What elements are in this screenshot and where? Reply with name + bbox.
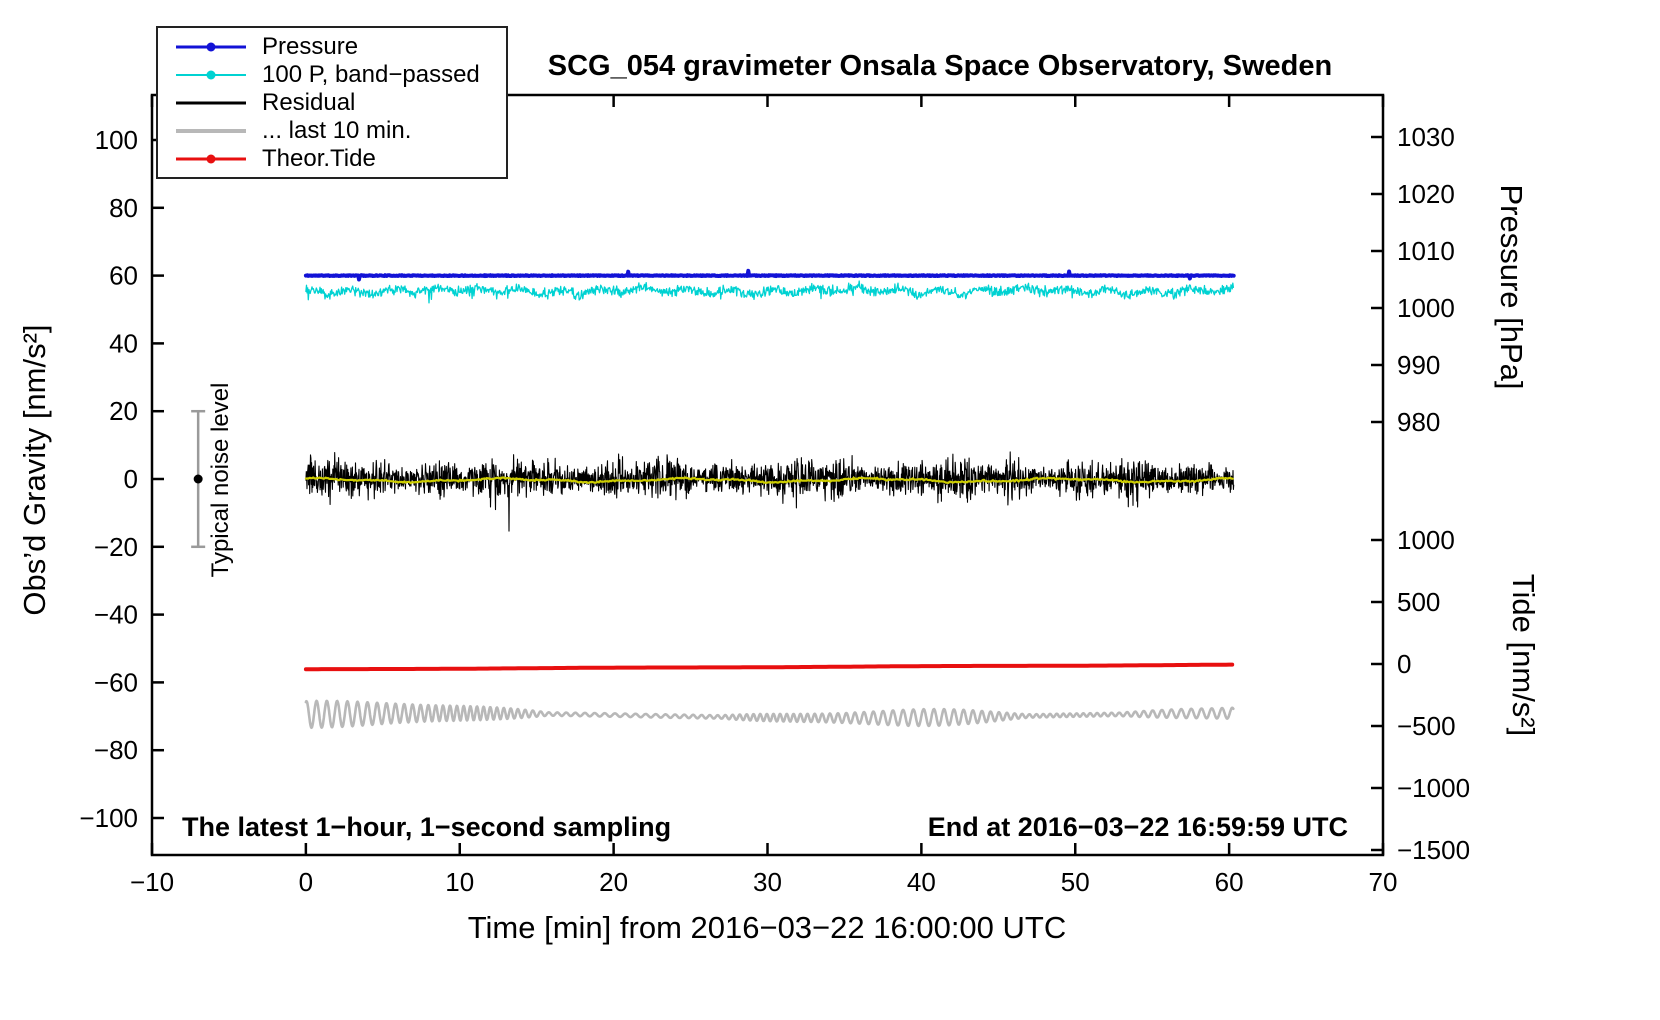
tick-label-y-left: 80 <box>109 193 138 223</box>
legend-label: 100 P, band−passed <box>262 61 480 88</box>
legend-label: Theor.Tide <box>262 145 376 172</box>
tick-label-pressure: 990 <box>1397 350 1440 380</box>
tick-label-tide: −1000 <box>1397 773 1470 803</box>
legend-item: 100 P, band−passed <box>158 61 506 89</box>
series-residual <box>305 451 1235 532</box>
tick-label-pressure: 1030 <box>1397 122 1455 152</box>
tick-label-y-left: 100 <box>95 125 138 155</box>
legend-sample-line-dot <box>176 151 246 167</box>
tick-label-tide: −500 <box>1397 711 1456 741</box>
tick-label-pressure: 1020 <box>1397 179 1455 209</box>
legend-label: Residual <box>262 89 356 116</box>
legend-item: ... last 10 min. <box>158 117 506 145</box>
series-group <box>303 268 1236 729</box>
legend-dot-marker <box>206 42 216 52</box>
tick-label-y-left: 0 <box>124 464 138 494</box>
tick-label-x: 30 <box>753 867 782 897</box>
legend: Pressure 100 P, band−passed Residual... la… <box>156 26 508 179</box>
y-axis-label-tide: Tide [nm/s²] <box>1506 573 1541 737</box>
tick-label-x: 20 <box>599 867 628 897</box>
tick-label-y-left: 40 <box>109 328 138 358</box>
legend-sample-line-dot <box>176 67 246 83</box>
tick-label-tide: −1500 <box>1397 835 1470 865</box>
tick-label-x: 40 <box>907 867 936 897</box>
legend-line-swatch <box>176 101 246 105</box>
tick-label-tide: 0 <box>1397 649 1411 679</box>
noise-bar-dot <box>193 474 203 484</box>
legend-dot-marker <box>206 70 216 80</box>
tick-label-x: 70 <box>1369 867 1398 897</box>
tick-label-x: 0 <box>299 867 313 897</box>
tick-label-pressure: 1010 <box>1397 236 1455 266</box>
tick-label-y-left: −60 <box>94 667 138 697</box>
end-time-annotation: End at 2016−03−22 16:59:59 UTC <box>927 812 1348 842</box>
chart-title: SCG_054 gravimeter Onsala Space Observat… <box>547 50 1333 82</box>
series-residual-smoothed <box>304 476 1234 485</box>
sampling-annotation: The latest 1−hour, 1−second sampling <box>182 812 672 842</box>
tick-label-x: 50 <box>1061 867 1090 897</box>
legend-sample-line-dot <box>176 39 246 55</box>
tick-label-pressure: 1000 <box>1397 293 1455 323</box>
tick-label-x: −10 <box>130 867 174 897</box>
tick-label-y-left: −100 <box>79 803 138 833</box>
tick-label-y-left: −40 <box>94 600 138 630</box>
tick-label-y-left: 60 <box>109 261 138 291</box>
tick-label-y-left: 20 <box>109 396 138 426</box>
tick-label-pressure: 980 <box>1397 407 1440 437</box>
legend-label: ... last 10 min. <box>262 117 412 144</box>
tick-label-tide: 1000 <box>1397 525 1455 555</box>
legend-dot-marker <box>206 154 216 164</box>
legend-line-swatch <box>176 129 246 133</box>
noise-level-label: Typical noise level <box>207 382 234 578</box>
tick-label-x: 10 <box>445 867 474 897</box>
legend-sample-line <box>176 123 246 139</box>
series-pressure <box>303 268 1236 282</box>
x-axis-label: Time [min] from 2016−03−22 16:00:00 UTC <box>467 910 1067 945</box>
tick-label-x: 60 <box>1215 867 1244 897</box>
legend-item: Residual <box>158 89 506 117</box>
tick-label-y-left: −20 <box>94 532 138 562</box>
y-axis-label-gravity: Obs’d Gravity [nm/s²] <box>17 324 52 616</box>
legend-item: Pressure <box>158 33 506 61</box>
legend-sample-line <box>176 95 246 111</box>
tick-label-tide: 500 <box>1397 587 1440 617</box>
legend-item: Theor.Tide <box>158 145 506 173</box>
legend-label: Pressure <box>262 33 359 60</box>
tick-label-y-left: −80 <box>94 735 138 765</box>
series-theor-tide <box>303 662 1235 672</box>
series-band-passed-pressure <box>305 280 1235 304</box>
series-last-10-min <box>304 699 1235 729</box>
